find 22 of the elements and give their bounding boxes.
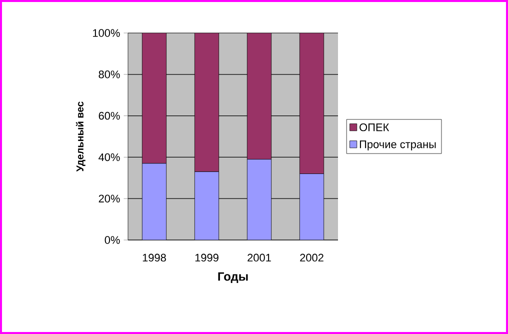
bar (142, 163, 167, 240)
y-tick-label: 40% (98, 153, 120, 162)
x-axis-title: Годы (218, 272, 248, 283)
bar (299, 32, 324, 174)
x-tick-label: 1999 (195, 254, 218, 262)
bar (194, 32, 220, 172)
y-tick-label: 60% (98, 112, 120, 120)
x-tick-label: 2002 (300, 254, 324, 262)
y-tick-label: 20% (98, 194, 120, 202)
y-axis-title: Удельный вес (76, 102, 86, 172)
x-tick-label: 2001 (248, 254, 271, 262)
bar (194, 171, 220, 240)
y-tick-label: 0% (104, 236, 120, 244)
bar (246, 159, 272, 240)
x-tick-label: 1998 (142, 254, 166, 262)
bar (246, 32, 272, 160)
bar (299, 174, 324, 240)
y-tick-label: 80% (98, 70, 120, 78)
bar (142, 32, 167, 164)
legend-label: ОПЕК (360, 123, 390, 132)
legend-label: Прочие страны (360, 140, 436, 150)
y-tick-label: 100% (93, 29, 120, 37)
